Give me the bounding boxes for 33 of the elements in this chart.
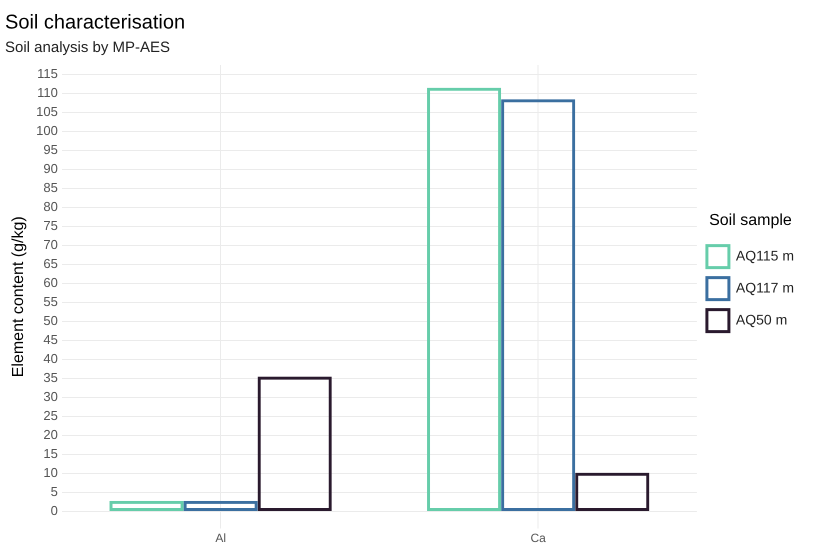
y-tick-label: 65 xyxy=(43,256,58,272)
y-tick-label: 5 xyxy=(50,484,58,500)
y-tick-label: 70 xyxy=(43,237,58,252)
y-tick-label: 105 xyxy=(36,104,58,120)
legend-label: AQ115 m xyxy=(736,247,794,264)
y-tick-label: 75 xyxy=(43,218,58,234)
y-tick-label: 90 xyxy=(43,161,58,176)
y-tick-label: 80 xyxy=(43,199,58,214)
chart-title: Soil characterisation xyxy=(5,12,186,34)
chart-subtitle: Soil analysis by MP-AES xyxy=(5,39,170,56)
legend-label: AQ50 m xyxy=(736,311,788,328)
y-tick-label: 30 xyxy=(43,389,58,404)
y-tick-label: 45 xyxy=(43,332,58,348)
y-tick-label: 35 xyxy=(43,370,58,386)
y-tick-label: 110 xyxy=(37,85,58,100)
y-tick-label: 55 xyxy=(43,294,58,310)
y-tick-label: 25 xyxy=(43,408,58,424)
x-tick-label: Al xyxy=(215,531,226,546)
y-tick-label: 0 xyxy=(50,503,58,518)
y-tick-label: 10 xyxy=(43,465,58,480)
y-tick-label: 40 xyxy=(43,351,58,366)
y-axis-title: Element content (g/kg) xyxy=(10,216,28,378)
y-tick-label: 15 xyxy=(43,446,58,462)
legend-title: Soil sample xyxy=(709,212,792,229)
x-tick-label: Ca xyxy=(530,531,546,546)
y-tick-label: 50 xyxy=(43,313,58,328)
y-tick-label: 115 xyxy=(37,66,58,82)
y-tick-label: 20 xyxy=(43,427,58,442)
y-tick-label: 60 xyxy=(43,275,58,290)
legend-label: AQ117 m xyxy=(736,279,794,296)
y-tick-label: 85 xyxy=(43,180,58,196)
y-tick-label: 100 xyxy=(36,123,58,138)
y-tick-label: 95 xyxy=(43,142,58,158)
